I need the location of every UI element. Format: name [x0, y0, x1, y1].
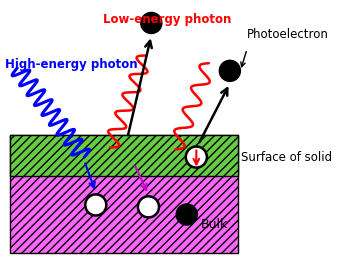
Circle shape — [186, 147, 207, 167]
Text: Surface of solid: Surface of solid — [241, 151, 332, 164]
Circle shape — [176, 204, 197, 225]
Circle shape — [138, 196, 159, 217]
Text: High-energy photon: High-energy photon — [5, 59, 138, 71]
Text: Low-energy photon: Low-energy photon — [103, 13, 232, 26]
Circle shape — [85, 194, 106, 215]
Circle shape — [219, 60, 240, 81]
Circle shape — [141, 12, 162, 34]
Bar — [9, 135, 238, 253]
Text: Photoelectron: Photoelectron — [247, 28, 329, 41]
Bar — [9, 135, 238, 176]
Text: Bulk: Bulk — [201, 218, 229, 231]
